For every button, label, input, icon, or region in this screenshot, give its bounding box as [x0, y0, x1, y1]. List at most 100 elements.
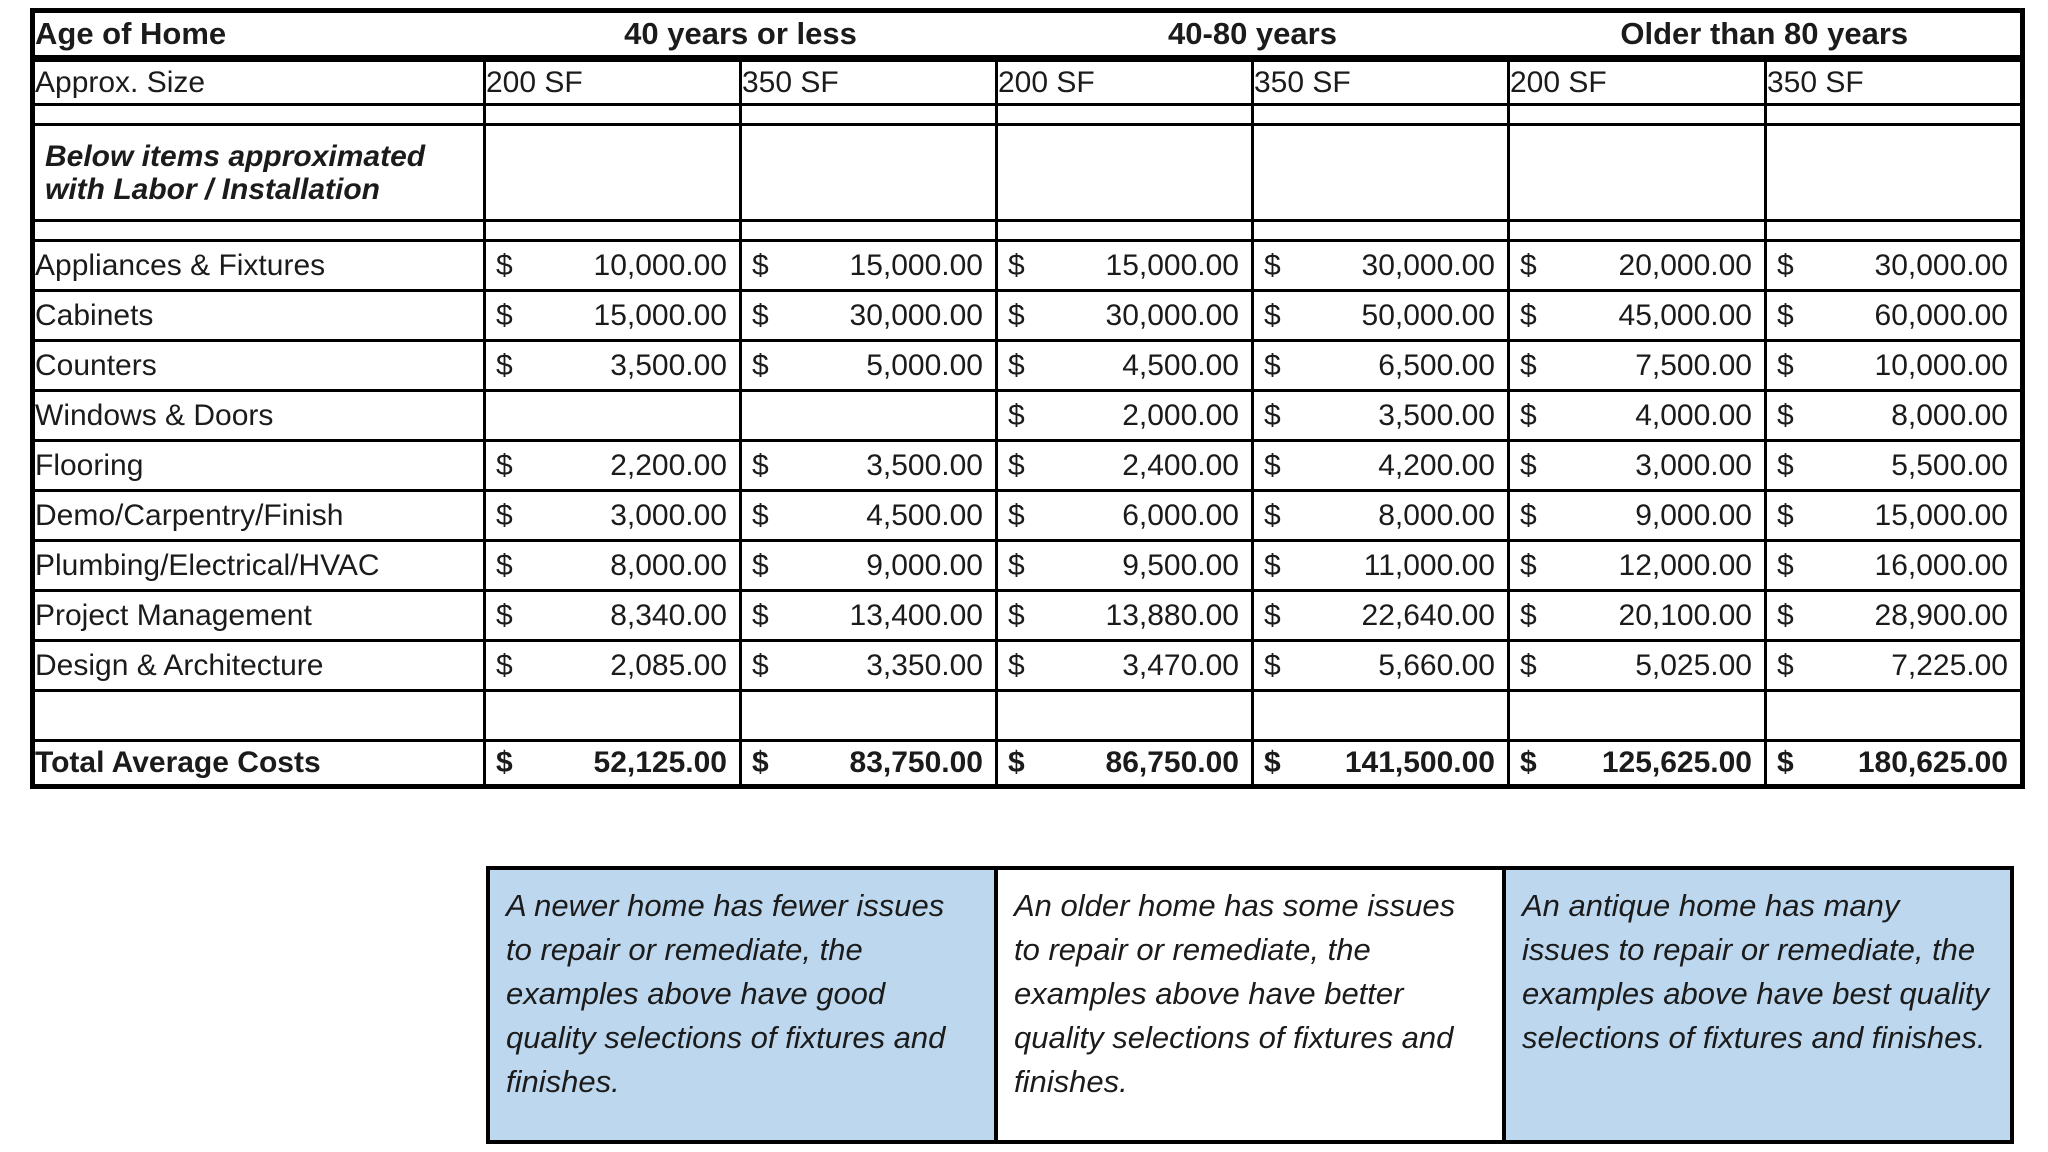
blank-cell: [31, 103, 486, 126]
currency-symbol: $: [1520, 548, 1537, 582]
amount: 9,500.00: [1122, 548, 1239, 582]
row-label: Plumbing/Electrical/HVAC: [31, 539, 486, 592]
currency-symbol: $: [1520, 598, 1537, 632]
money-cell: $5,500.00: [1764, 439, 2024, 492]
size-cell: 350 SF: [1764, 57, 2024, 106]
blank-cell: [1507, 123, 1767, 222]
money-cell: $8,000.00: [483, 539, 742, 592]
amount: 20,100.00: [1618, 598, 1752, 632]
amount: 5,025.00: [1635, 648, 1752, 682]
amount: 8,000.00: [1378, 498, 1495, 532]
amount: 10,000.00: [1874, 348, 2008, 382]
currency-symbol: $: [1777, 398, 1794, 432]
money-cell: $11,000.00: [1251, 539, 1510, 592]
currency-symbol: $: [1777, 498, 1794, 532]
note-antique-home: An antique home has many issues to repai…: [1502, 866, 2014, 1144]
currency-symbol: $: [1777, 648, 1794, 682]
currency-symbol: $: [496, 746, 513, 779]
size-row: Approx. Size 200 SF 350 SF 200 SF 350 SF…: [31, 57, 2024, 106]
currency-symbol: $: [752, 648, 769, 682]
amount: 15,000.00: [1874, 498, 2008, 532]
spacer-row: [31, 219, 2024, 242]
currency-symbol: $: [1264, 746, 1281, 779]
money-cell: $8,000.00: [1764, 389, 2024, 442]
amount: 22,640.00: [1361, 598, 1495, 632]
size-cell: 200 SF: [483, 57, 742, 106]
amount: 3,000.00: [1635, 448, 1752, 482]
money-cell: $10,000.00: [1764, 339, 2024, 392]
blank-cell: [995, 103, 1254, 126]
currency-symbol: $: [1777, 746, 1794, 779]
blank-cell: [739, 123, 998, 222]
money-cell: $2,000.00: [995, 389, 1254, 442]
money-cell: $12,000.00: [1507, 539, 1767, 592]
money-cell: $2,085.00: [483, 639, 742, 692]
blank-cell: [739, 689, 998, 742]
currency-symbol: $: [496, 248, 513, 282]
total-money-cell: $125,625.00: [1507, 739, 1767, 788]
row-label: Flooring: [31, 439, 486, 492]
money-cell: $22,640.00: [1251, 589, 1510, 642]
money-cell: $15,000.00: [483, 289, 742, 342]
amount: 30,000.00: [849, 298, 983, 332]
amount: 13,880.00: [1105, 598, 1239, 632]
money-cell: $5,025.00: [1507, 639, 1767, 692]
size-cell: 200 SF: [1507, 57, 1767, 106]
money-cell: $3,470.00: [995, 639, 1254, 692]
currency-symbol: $: [752, 746, 769, 779]
blank-cell: [1507, 103, 1767, 126]
money-cell: $3,500.00: [739, 439, 998, 492]
currency-symbol: $: [1520, 248, 1537, 282]
table-row-project-management: Project Management $8,340.00 $13,400.00 …: [31, 589, 2024, 642]
row-label: Counters: [31, 339, 486, 392]
currency-symbol: $: [1264, 398, 1281, 432]
row-label: Project Management: [31, 589, 486, 642]
size-cell: 350 SF: [739, 57, 998, 106]
currency-symbol: $: [1008, 298, 1025, 332]
size-row-label: Approx. Size: [31, 57, 486, 106]
amount: 8,000.00: [1891, 398, 2008, 432]
amount: 7,225.00: [1891, 648, 2008, 682]
amount: 20,000.00: [1618, 248, 1752, 282]
amount: 6,500.00: [1378, 348, 1495, 382]
money-cell: $30,000.00: [1764, 239, 2024, 292]
money-cell: $60,000.00: [1764, 289, 2024, 342]
currency-symbol: $: [496, 348, 513, 382]
blank-cell: [1764, 123, 2024, 222]
total-money-cell: $83,750.00: [739, 739, 998, 788]
total-money-cell: $86,750.00: [995, 739, 1254, 788]
amount: 2,000.00: [1122, 398, 1239, 432]
money-cell: $30,000.00: [995, 289, 1254, 342]
amount: 50,000.00: [1361, 298, 1495, 332]
cost-table: Age of Home 40 years or less 40-80 years…: [30, 8, 2025, 789]
currency-symbol: $: [1264, 448, 1281, 482]
blank-cell: [483, 103, 742, 126]
amount: 2,085.00: [610, 648, 727, 682]
spacer-row: [31, 103, 2024, 126]
money-cell: $20,100.00: [1507, 589, 1767, 642]
currency-symbol: $: [1008, 398, 1025, 432]
money-cell: $7,500.00: [1507, 339, 1767, 392]
currency-symbol: $: [1008, 648, 1025, 682]
amount: 8,000.00: [610, 548, 727, 582]
blank-cell: [31, 689, 486, 742]
amount: 180,625.00: [1857, 746, 2008, 779]
amount: 4,000.00: [1635, 398, 1752, 432]
currency-symbol: $: [1264, 348, 1281, 382]
size-cell: 350 SF: [1251, 57, 1510, 106]
money-cell: $45,000.00: [1507, 289, 1767, 342]
blank-cell: [1764, 103, 2024, 126]
currency-symbol: $: [496, 498, 513, 532]
money-cell: $7,225.00: [1764, 639, 2024, 692]
currency-symbol: $: [1264, 498, 1281, 532]
money-cell-empty: [483, 389, 742, 442]
below-note-row: Below items approximated with Labor / In…: [31, 123, 2024, 222]
blank-cell: [31, 219, 486, 242]
currency-symbol: $: [1264, 248, 1281, 282]
table-row-cabinets: Cabinets $15,000.00 $30,000.00 $30,000.0…: [31, 289, 2024, 342]
table-row-flooring: Flooring $2,200.00 $3,500.00 $2,400.00 $…: [31, 439, 2024, 492]
currency-symbol: $: [1520, 348, 1537, 382]
currency-symbol: $: [752, 448, 769, 482]
money-cell: $4,500.00: [995, 339, 1254, 392]
currency-symbol: $: [496, 648, 513, 682]
